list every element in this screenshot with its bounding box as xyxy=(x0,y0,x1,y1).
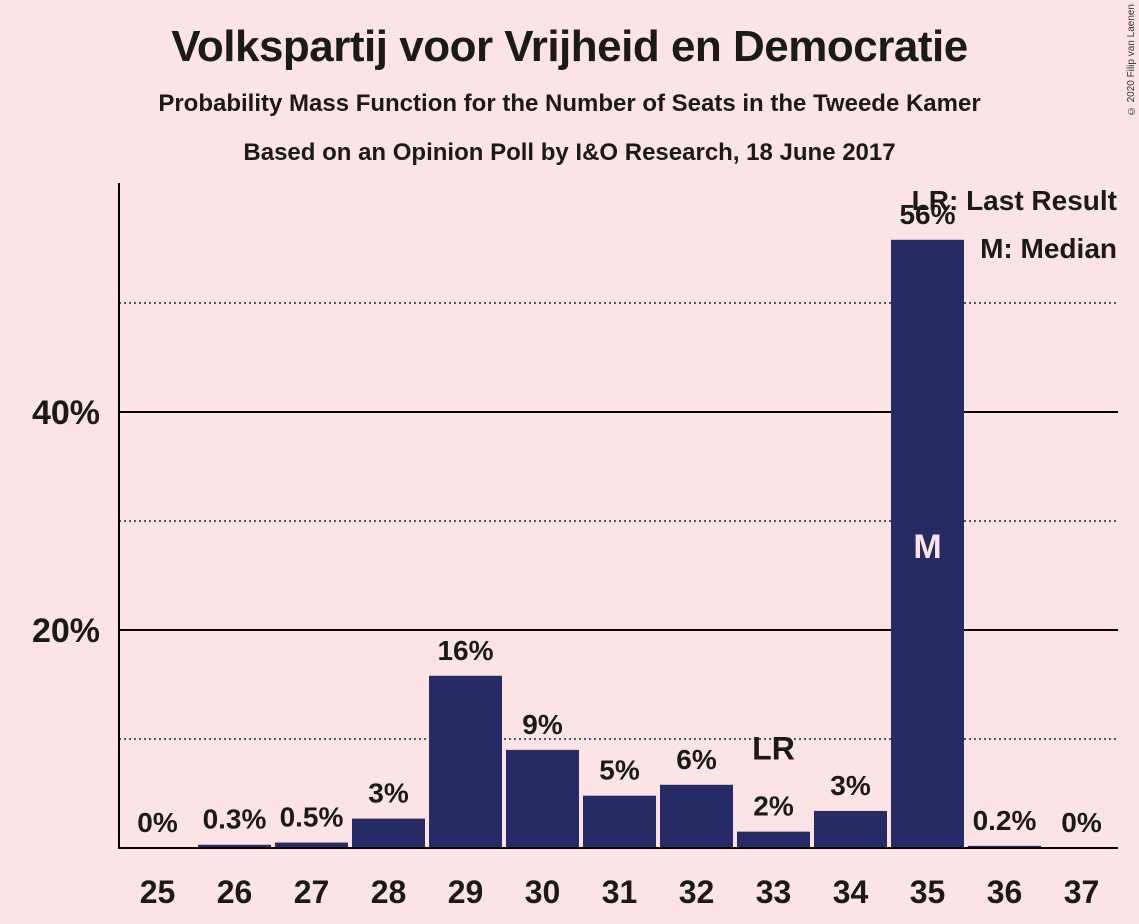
bar xyxy=(352,818,425,848)
data-label: 6% xyxy=(676,744,717,775)
x-tick-label: 25 xyxy=(140,874,176,910)
x-tick-label: 35 xyxy=(910,874,946,910)
data-label: 56% xyxy=(899,199,955,230)
bar xyxy=(506,749,579,848)
bar xyxy=(968,845,1041,848)
legend-median: M: Median xyxy=(980,233,1117,264)
x-tick-label: 37 xyxy=(1064,874,1100,910)
y-tick-label: 20% xyxy=(32,612,100,650)
bar xyxy=(275,842,348,848)
data-label: 0.5% xyxy=(280,802,344,833)
data-label: 2% xyxy=(753,791,794,822)
bar xyxy=(198,844,271,848)
x-tick-label: 31 xyxy=(602,874,638,910)
x-tick-label: 32 xyxy=(679,874,715,910)
bar xyxy=(891,239,964,848)
bar xyxy=(660,784,733,848)
last-result-marker: LR xyxy=(752,731,795,767)
chart-title: Volkspartij voor Vrijheid en Democratie xyxy=(171,22,968,71)
chart-subtitle: Probability Mass Function for the Number… xyxy=(158,90,981,117)
data-label: 16% xyxy=(437,635,493,666)
x-tick-label: 27 xyxy=(294,874,330,910)
bar xyxy=(737,831,810,848)
data-label: 0% xyxy=(1061,807,1102,838)
x-tick-label: 28 xyxy=(371,874,407,910)
data-label: 0% xyxy=(137,807,178,838)
x-tick-label: 34 xyxy=(833,874,869,910)
bar xyxy=(814,810,887,848)
data-label: 5% xyxy=(599,755,640,786)
data-label: 3% xyxy=(368,778,409,809)
x-tick-label: 26 xyxy=(217,874,253,910)
median-marker: M xyxy=(913,528,941,566)
data-label: 3% xyxy=(830,770,871,801)
data-label: 9% xyxy=(522,709,563,740)
x-tick-label: 33 xyxy=(756,874,792,910)
data-label: 0.3% xyxy=(203,804,267,835)
x-tick-label: 36 xyxy=(987,874,1023,910)
chart-subtitle-source: Based on an Opinion Poll by I&O Research… xyxy=(243,139,896,166)
data-label: 0.2% xyxy=(973,805,1037,836)
x-tick-label: 29 xyxy=(448,874,484,910)
x-tick-label: 30 xyxy=(525,874,561,910)
bar xyxy=(429,675,502,848)
y-tick-label: 40% xyxy=(32,394,100,432)
legend-last-result: LR: Last Result xyxy=(912,185,1117,216)
bar xyxy=(583,795,656,848)
